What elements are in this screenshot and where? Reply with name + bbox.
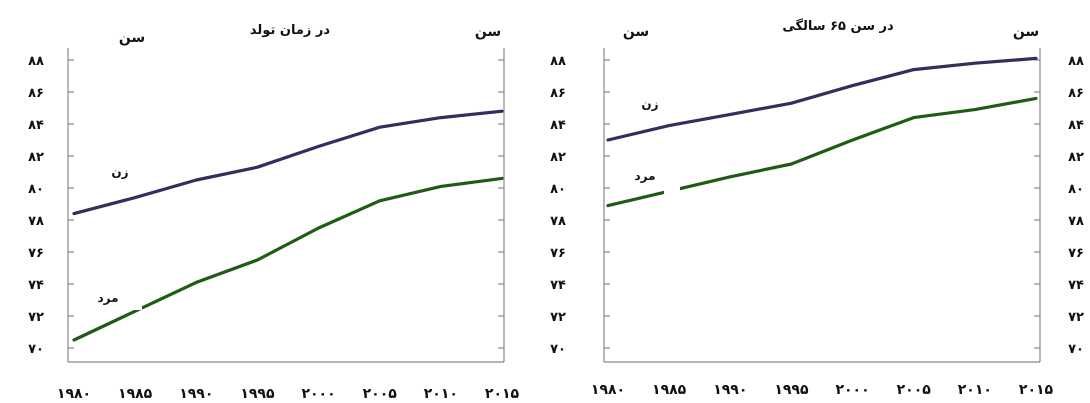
y-tick-label: ۷۶ <box>28 246 44 261</box>
chart-at-65-y-ticks <box>604 59 1040 349</box>
y-tick-label: ۸۲ <box>28 150 44 165</box>
chart-at-65-label-female: زن <box>641 97 658 111</box>
chart-at-birth-label-gap <box>128 300 142 310</box>
y-tick-label: ۷۰ <box>28 342 44 357</box>
x-tick-label: ۲۰۰۰ <box>835 382 869 398</box>
y-tick-label-right: ۷۶ <box>1068 246 1084 261</box>
y-tick-label: ۷۴ <box>550 278 566 293</box>
x-tick-label: ۱۹۸۰ <box>57 386 91 402</box>
y-tick-label: ۷۲ <box>550 310 566 325</box>
y-tick-label: ۸۴ <box>28 118 44 133</box>
x-tick-label: ۲۰۱۵ <box>1019 382 1054 398</box>
y-tick-label: ۷۰ <box>550 342 566 357</box>
chart-at-65-y-tick-labels: ۷۰ ۷۲ ۷۴ ۷۶ ۷۸ ۸۰ ۸۲ ۸۴ ۸۶ ۸۸ <box>550 54 566 357</box>
chart-at-birth-y-ticks <box>68 59 504 349</box>
chart-at-birth-ylabel: سن <box>119 30 145 46</box>
chart-at-65-ylabel: سن <box>623 24 649 40</box>
y-tick-label: ۸۸ <box>550 54 566 69</box>
x-tick-label: ۱۹۹۵ <box>774 382 809 398</box>
chart-at-65-x-tick-labels: ۱۹۸۰ ۱۹۸۵ ۱۹۹۰ ۱۹۹۵ ۲۰۰۰ ۲۰۰۵ ۲۰۱۰ ۲۰۱۵ <box>591 382 1054 398</box>
x-tick-label: ۲۰۰۵ <box>363 386 398 402</box>
x-tick-label: ۲۰۰۰ <box>301 386 335 402</box>
chart-at-birth-y-tick-labels: ۷۰ ۷۲ ۷۴ ۷۶ ۷۸ ۸۰ ۸۲ ۸۴ ۸۶ ۸۸ <box>28 54 44 357</box>
series-line-female <box>72 109 504 216</box>
y-tick-label: ۷۲ <box>28 310 44 325</box>
y-tick-label: ۷۸ <box>28 214 44 229</box>
x-tick-label: ۲۰۱۵ <box>485 386 520 402</box>
chart-at-65-series <box>606 56 1038 208</box>
chart-at-birth-title: در زمان تولد <box>250 23 330 38</box>
chart-at-65-label-gap <box>664 186 680 196</box>
chart-at-65: سن در سن ۶۵ سالگی سن ۷۰ ۷۲ ۷۴ ۷۶ ۷۸ ۸۰ ۸۲ ۸۴ ۸۶ ۸… <box>550 18 1084 398</box>
chart-at-65-title: در سن ۶۵ سالگی <box>782 18 894 34</box>
chart-at-birth-label-female: زن <box>111 165 128 179</box>
chart-at-65-ylabel-right: سن <box>1013 24 1039 40</box>
y-tick-label-right: ۸۸ <box>1068 54 1084 69</box>
x-tick-label: ۲۰۱۰ <box>958 382 992 398</box>
y-tick-label-right: ۸۰ <box>1068 182 1084 197</box>
chart-at-birth-x-tick-labels: ۱۹۸۰ ۱۹۸۵ ۱۹۹۰ ۱۹۹۵ ۲۰۰۰ ۲۰۰۵ ۲۰۱۰ ۲۰۱۵ <box>57 386 520 402</box>
y-tick-label-right: ۷۲ <box>1068 310 1084 325</box>
series-line-male <box>72 176 504 342</box>
y-tick-label-right: ۷۰ <box>1068 342 1084 357</box>
x-tick-label: ۱۹۸۵ <box>118 386 153 402</box>
y-tick-label: ۷۸ <box>550 214 566 229</box>
y-tick-label-right: ۸۴ <box>1068 118 1084 133</box>
y-tick-label: ۸۶ <box>550 86 566 101</box>
chart-at-birth: سن در زمان تولد سن ۷۰۷۲۷۴۷۶۷۸۸۰۸۲۸۴۸۶۸۸ … <box>28 23 519 402</box>
y-tick-label-right: ۷۴ <box>1068 278 1084 293</box>
chart-at-birth-label-male: مرد <box>97 291 118 305</box>
chart-at-birth-series <box>72 109 504 342</box>
y-tick-label: ۸۶ <box>28 86 44 101</box>
y-tick-label: ۷۶ <box>550 246 566 261</box>
y-tick-label: ۸۰ <box>28 182 44 197</box>
y-tick-label-right: ۷۸ <box>1068 214 1084 229</box>
y-tick-label-right: ۸۲ <box>1068 150 1084 165</box>
x-tick-label: ۱۹۹۰ <box>179 386 213 402</box>
y-tick-label: ۸۴ <box>550 118 566 133</box>
chart-at-birth-ylabel-right: سن <box>475 24 501 40</box>
x-tick-label: ۲۰۱۰ <box>424 386 458 402</box>
x-tick-label: ۱۹۸۵ <box>652 382 687 398</box>
y-tick-label-right: ۸۶ <box>1068 86 1084 101</box>
y-tick-label: ۸۲ <box>550 150 566 165</box>
chart-at-65-y-tick-labels-right: ۷۰ ۷۲ ۷۴ ۷۶ ۷۸ ۸۰ ۸۲ ۸۴ ۸۶ ۸۸ <box>1068 54 1084 357</box>
y-tick-label: ۸۸ <box>28 54 44 69</box>
x-tick-label: ۱۹۹۵ <box>240 386 275 402</box>
chart-at-65-label-male: مرد <box>634 169 655 183</box>
x-tick-label: ۱۹۸۰ <box>591 382 625 398</box>
x-tick-label: ۱۹۹۰ <box>713 382 747 398</box>
x-tick-label: ۲۰۰۵ <box>897 382 932 398</box>
series-line-female <box>606 56 1038 142</box>
y-tick-label: ۷۴ <box>28 278 44 293</box>
y-tick-label: ۸۰ <box>550 182 566 197</box>
